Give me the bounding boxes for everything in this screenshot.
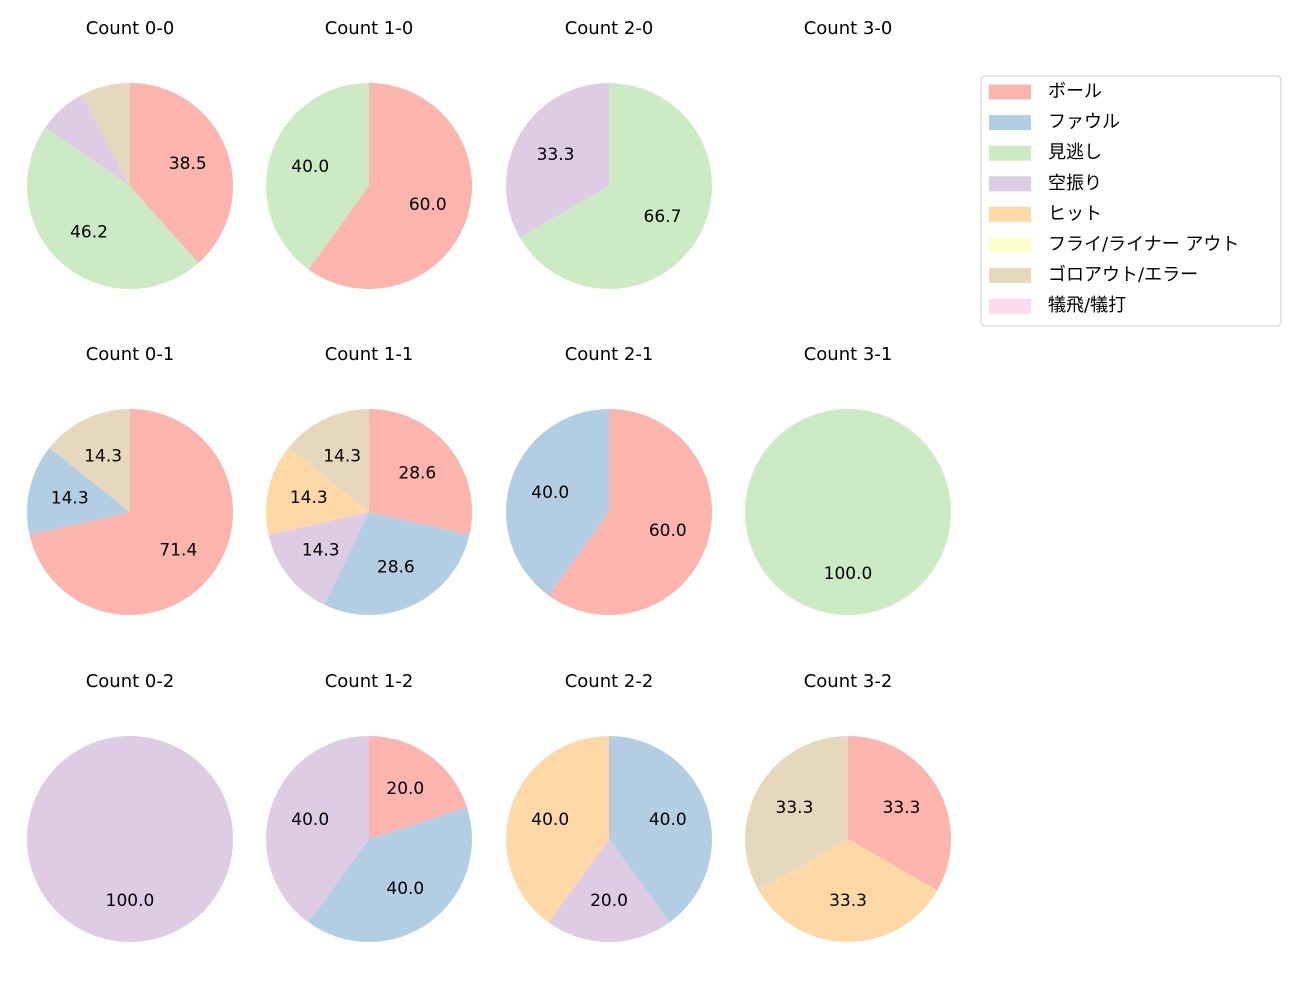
legend-swatch bbox=[989, 176, 1031, 192]
legend-swatch bbox=[989, 237, 1031, 253]
value-label: 40.0 bbox=[531, 483, 569, 503]
pie-slice bbox=[288, 409, 369, 512]
legend-label: ヒット bbox=[1048, 203, 1102, 224]
legend-label: ボール bbox=[1048, 81, 1102, 102]
legend-swatch bbox=[989, 268, 1031, 284]
pie-slice bbox=[506, 83, 609, 238]
value-label: 100.0 bbox=[824, 564, 873, 584]
value-label: 14.3 bbox=[290, 488, 328, 508]
chart-title: Count 0-1 bbox=[86, 344, 175, 365]
pie-slice bbox=[49, 409, 131, 512]
chart-title: Count 1-2 bbox=[325, 671, 414, 692]
pie-slice bbox=[506, 736, 609, 923]
pie-slice bbox=[26, 127, 199, 290]
pie-slice bbox=[308, 83, 473, 289]
legend-swatch bbox=[989, 145, 1031, 161]
chart-title: Count 2-1 bbox=[565, 344, 654, 365]
pie-slice bbox=[745, 409, 951, 615]
value-label: 60.0 bbox=[649, 521, 687, 541]
value-label: 66.7 bbox=[644, 207, 682, 227]
chart-title: Count 0-2 bbox=[86, 671, 175, 692]
chart-title: Count 2-0 bbox=[565, 18, 654, 39]
pie-slice bbox=[519, 83, 712, 289]
pie-slice bbox=[45, 94, 130, 186]
value-label: 14.3 bbox=[84, 446, 122, 466]
pie-slice bbox=[548, 839, 670, 942]
legend-box bbox=[980, 75, 1282, 327]
pie-slice bbox=[130, 83, 233, 264]
pie-slice bbox=[369, 409, 473, 535]
legend-label: 空振り bbox=[1048, 173, 1102, 194]
pie-slice bbox=[324, 512, 470, 615]
pie-slice bbox=[758, 839, 938, 942]
legend-label: 見逃し bbox=[1048, 142, 1102, 163]
legend-label: ゴロアウト/エラー bbox=[1048, 265, 1198, 286]
value-label: 71.4 bbox=[159, 540, 197, 560]
pie-slice bbox=[848, 736, 951, 891]
value-label: 28.6 bbox=[398, 463, 436, 483]
pie-slice bbox=[268, 512, 369, 605]
pie-slice bbox=[548, 409, 713, 616]
pie-slice bbox=[27, 736, 233, 942]
value-label: 20.0 bbox=[386, 779, 424, 799]
value-label: 28.6 bbox=[377, 558, 415, 578]
chart-title: Count 1-1 bbox=[325, 344, 414, 365]
legend-label: フライ/ライナー アウト bbox=[1048, 234, 1239, 255]
legend-swatch bbox=[989, 84, 1031, 100]
pie-slice bbox=[506, 409, 609, 596]
value-label: 14.3 bbox=[323, 446, 361, 466]
legend-swatch bbox=[989, 298, 1031, 314]
value-label: 33.3 bbox=[776, 798, 814, 818]
value-label: 14.3 bbox=[302, 541, 340, 561]
chart-title: Count 2-2 bbox=[565, 671, 654, 692]
chart-title: Count 3-0 bbox=[804, 18, 893, 39]
pie-slice bbox=[26, 447, 131, 536]
legend-label: 犠飛/犠打 bbox=[1048, 295, 1126, 316]
value-label: 40.0 bbox=[649, 810, 687, 830]
pie-slice bbox=[82, 83, 130, 186]
value-label: 40.0 bbox=[531, 810, 569, 830]
value-label: 46.2 bbox=[70, 222, 108, 242]
value-label: 60.0 bbox=[409, 195, 447, 215]
pie-slice bbox=[745, 736, 848, 891]
value-label: 33.3 bbox=[829, 891, 867, 911]
value-label: 40.0 bbox=[291, 810, 329, 830]
pie-slice bbox=[609, 736, 713, 923]
value-label: 33.3 bbox=[883, 798, 921, 818]
pie-slice bbox=[266, 83, 369, 270]
value-label: 14.3 bbox=[51, 488, 89, 508]
value-label: 100.0 bbox=[106, 891, 155, 911]
value-label: 40.0 bbox=[291, 157, 329, 177]
pie-slice bbox=[308, 807, 473, 942]
legend-swatch bbox=[989, 206, 1031, 222]
chart-title: Count 3-1 bbox=[804, 344, 893, 365]
pie-slice bbox=[369, 736, 467, 839]
chart-title: Count 1-0 bbox=[325, 18, 414, 39]
value-label: 20.0 bbox=[590, 891, 628, 911]
pie-slice bbox=[29, 409, 234, 615]
legend-label: ファウル bbox=[1048, 112, 1120, 133]
chart-title: Count 3-2 bbox=[804, 671, 893, 692]
pie-slice bbox=[265, 447, 369, 535]
value-label: 40.0 bbox=[386, 879, 424, 899]
chart-title: Count 0-0 bbox=[86, 18, 175, 39]
legend-swatch bbox=[989, 115, 1031, 131]
value-label: 33.3 bbox=[537, 145, 575, 165]
value-label: 38.5 bbox=[169, 154, 207, 174]
pie-slice bbox=[266, 736, 369, 923]
